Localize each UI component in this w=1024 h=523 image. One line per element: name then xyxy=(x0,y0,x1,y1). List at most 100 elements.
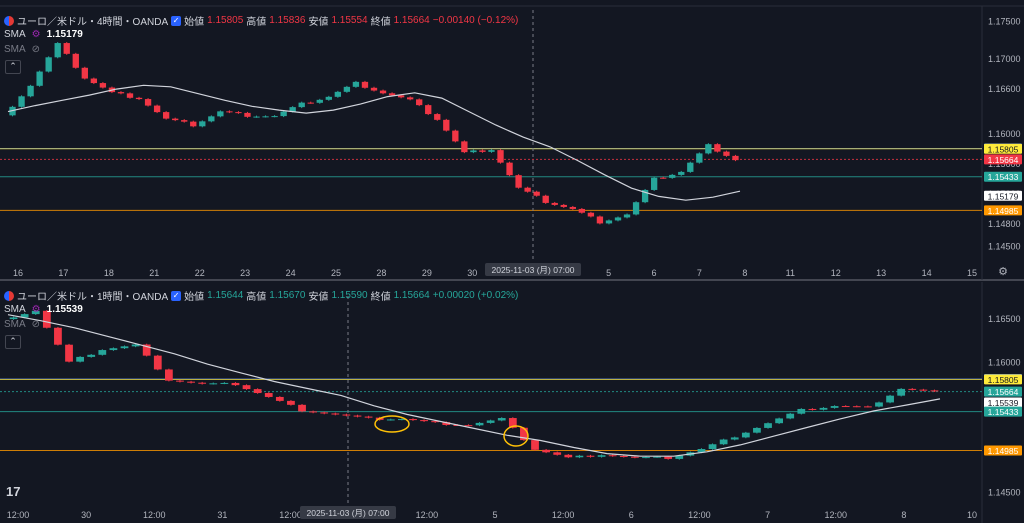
top-candle xyxy=(461,141,468,153)
top-candle xyxy=(370,87,378,91)
top-xtick-3: 21 xyxy=(149,268,159,278)
top-price-tag-bg-3 xyxy=(984,171,1022,182)
top-price-tag-bg-5 xyxy=(984,205,1022,216)
top-xtick-15: 7 xyxy=(697,268,702,278)
bottom-candle xyxy=(875,402,883,407)
top-candle xyxy=(361,81,369,88)
sma-settings-icon[interactable]: ⚙ xyxy=(31,29,41,40)
bottom-candle xyxy=(775,418,784,424)
bottom-candle xyxy=(20,314,29,318)
bottom-xtick-13: 8 xyxy=(901,510,906,520)
bottom-candle xyxy=(54,327,62,345)
top-candle xyxy=(289,107,296,112)
top-candle xyxy=(705,144,712,154)
bottom-candle xyxy=(575,455,584,458)
bottom-candle xyxy=(9,317,18,320)
bottom-candle xyxy=(187,381,195,383)
top-candle xyxy=(497,150,504,163)
bottom-candle xyxy=(353,415,362,417)
symbol-badge-icon[interactable]: ✓ xyxy=(171,290,182,301)
top-sma-value: 1.15179 xyxy=(46,29,83,40)
bottom-price-tag-5: 1.14985 xyxy=(988,446,1019,456)
top-candle xyxy=(732,155,739,161)
top-candle xyxy=(578,208,586,213)
top-open-label: 始値 xyxy=(184,17,205,28)
sma-settings-icon[interactable]: ⚙ xyxy=(31,304,41,315)
bottom-candle xyxy=(753,427,761,433)
top-ytick-4: 1.16000 xyxy=(988,129,1021,139)
top-xtick-14: 6 xyxy=(651,268,656,278)
top-price-tag-2: 1.15664 xyxy=(988,155,1019,165)
bottom-candle xyxy=(697,449,706,453)
bottom-price-tag-bg-2 xyxy=(984,386,1022,397)
top-close-value: 1.15664 xyxy=(393,15,430,26)
top-candle xyxy=(714,144,721,152)
bottom-candle xyxy=(264,393,273,397)
top-xtick-20: 14 xyxy=(922,268,932,278)
top-candle xyxy=(18,96,25,107)
top-xtick-8: 28 xyxy=(376,268,386,278)
bottom-sma-label: SMA xyxy=(4,304,26,315)
top-candle xyxy=(623,214,631,218)
symbol-badge-icon[interactable]: ✓ xyxy=(171,15,182,26)
bottom-candle xyxy=(253,389,262,394)
bottom-sma-line xyxy=(7,314,941,457)
bottom-candle xyxy=(642,457,650,459)
bottom-candle xyxy=(664,456,673,459)
bottom-xtick-4: 12:00 xyxy=(279,510,302,520)
top-candle xyxy=(117,92,125,94)
bottom-header: ユーロ／米ドル・1時間・OANDA ✓ 始値 1.15644 高値 1.1567… xyxy=(4,288,518,303)
top-price-tag-1: 1.15805 xyxy=(988,144,1019,154)
top-candle xyxy=(569,206,576,209)
bottom-high-label: 高値 xyxy=(246,292,267,303)
top-candle xyxy=(605,220,613,224)
bottom-xtick-7: 5 xyxy=(492,510,497,520)
bottom-candle xyxy=(409,419,417,421)
top-candle xyxy=(63,43,70,54)
bottom-candle xyxy=(209,383,218,385)
top-collapse-button[interactable]: ⌃ xyxy=(5,60,21,74)
top-candle xyxy=(560,204,567,207)
top-sma-label: SMA xyxy=(4,29,26,40)
bottom-collapse-button[interactable]: ⌃ xyxy=(5,335,21,349)
hidden-eye-icon[interactable]: ⊘ xyxy=(31,319,41,330)
top-candle xyxy=(650,177,658,190)
top-candle xyxy=(153,105,161,113)
top-candle xyxy=(515,175,522,188)
top-xtick-13: 5 xyxy=(606,268,611,278)
top-candle xyxy=(226,111,233,113)
top-candle xyxy=(687,162,694,172)
top-candle xyxy=(72,53,79,68)
top-candle xyxy=(614,217,622,221)
top-price-tag-bg-2 xyxy=(984,154,1022,165)
bottom-candle xyxy=(908,388,917,390)
bottom-candle xyxy=(553,452,562,455)
top-candle xyxy=(262,116,269,118)
bottom-candle xyxy=(364,416,373,418)
bottom-cursor-date-bg xyxy=(300,506,396,519)
bottom-xtick-9: 6 xyxy=(629,510,634,520)
top-candle xyxy=(172,118,179,121)
bottom-candle xyxy=(131,344,140,347)
top-candle xyxy=(723,151,730,156)
bottom-price-tag-bg-4 xyxy=(984,406,1022,417)
top-candle xyxy=(144,99,152,106)
top-xtick-16: 8 xyxy=(742,268,747,278)
bottom-xtick-12: 12:00 xyxy=(824,510,847,520)
hidden-eye-icon[interactable]: ⊘ xyxy=(31,44,41,55)
bottom-candle xyxy=(42,310,51,328)
bottom-candle xyxy=(786,413,795,419)
bottom-candle xyxy=(930,390,939,392)
annotation-ellipse-1 xyxy=(374,415,410,433)
bottom-candle xyxy=(309,411,318,413)
eurusd-flag-icon xyxy=(4,15,14,26)
top-candle xyxy=(452,130,459,142)
bottom-price-tag-3: 1.15539 xyxy=(988,398,1019,408)
top-xtick-7: 25 xyxy=(331,268,341,278)
bottom-xtick-10: 12:00 xyxy=(688,510,711,520)
bottom-candle xyxy=(420,420,428,422)
top-candle xyxy=(280,111,287,117)
bottom-candle xyxy=(597,455,606,457)
bottom-candle xyxy=(608,455,617,457)
